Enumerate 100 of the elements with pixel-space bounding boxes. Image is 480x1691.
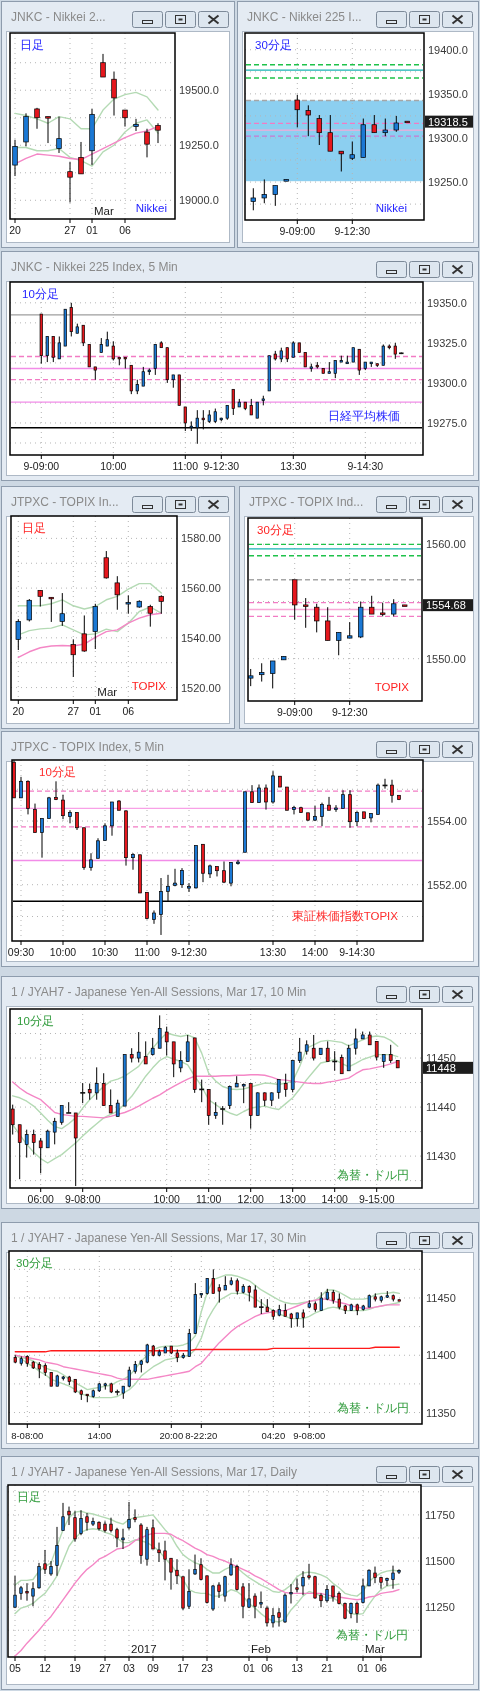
x-tick-label: 12	[39, 1662, 51, 1674]
x-tick-label: 8-22:20	[185, 1430, 218, 1441]
text: 30分足	[255, 39, 292, 51]
annotation: 日経平均株価	[328, 410, 400, 422]
chart-title: JNKC - Nikkei 225 Index, 5 Min	[11, 260, 178, 274]
candlestick	[101, 1072, 106, 1107]
candlestick	[325, 1040, 330, 1062]
chart-title: JNKC - Nikkei 225 I...	[247, 10, 362, 24]
candlestick	[223, 1575, 227, 1603]
candlestick	[388, 1044, 393, 1064]
candlestick	[217, 1581, 221, 1599]
candlestick	[319, 1592, 323, 1608]
x-tick-label: 01	[86, 224, 98, 236]
candlestick	[151, 1519, 155, 1550]
candlestick	[187, 1568, 191, 1610]
chart-title: JTPXC - TOPIX Ind...	[249, 495, 364, 509]
candlestick	[215, 866, 219, 877]
x-tick-label: 10:00	[49, 946, 77, 958]
annotation: Nikkei	[375, 202, 407, 214]
candlestick	[121, 1528, 125, 1550]
candlestick	[355, 1601, 359, 1624]
chart-title: 1 / JYAH7 - Japanese Yen-All Sessions, Mar 17, 10 Min	[11, 985, 307, 999]
x-tick-label: 9-14:30	[347, 460, 384, 472]
candlestick	[108, 1088, 113, 1114]
candlestick	[219, 1105, 226, 1126]
x-tick-label: 06	[261, 1662, 273, 1674]
x-tick-label: 06	[375, 1662, 387, 1674]
candlestick	[68, 809, 72, 824]
y-tick-label: 1540.00	[181, 631, 221, 644]
x-tick-label: 12:00	[237, 1193, 264, 1205]
candlestick	[103, 550, 109, 580]
annotation: Mar	[94, 205, 114, 217]
y-tick-label: 19275.0	[427, 416, 467, 429]
candlestick	[61, 1502, 65, 1532]
candlestick	[334, 804, 338, 813]
candlestick	[277, 1607, 281, 1628]
candlestick	[85, 1512, 89, 1532]
x-tick-label: 06:00	[27, 1193, 54, 1205]
x-tick-label: 11:00	[134, 946, 160, 958]
candlestick	[235, 1564, 239, 1592]
x-tick-label: 01	[357, 1662, 369, 1674]
candlestick	[87, 343, 91, 368]
candlestick	[24, 1129, 29, 1159]
text: 1554.68	[426, 599, 466, 612]
candlestick	[48, 596, 54, 623]
x-tick-label: 27	[99, 1662, 111, 1674]
line-series	[17, 582, 162, 610]
candlestick	[40, 818, 44, 859]
candlestick	[70, 638, 76, 678]
candlestick	[301, 1570, 305, 1596]
candlestick	[171, 1041, 176, 1078]
candlestick	[57, 335, 61, 360]
x-tick-label: 20	[9, 224, 21, 236]
candlestick	[283, 1073, 288, 1098]
annotation: 2017	[131, 1643, 157, 1655]
candlestick	[314, 603, 320, 633]
candlestick	[175, 1558, 179, 1585]
x-tick-label: 13:30	[280, 460, 307, 472]
candlestick	[253, 1592, 257, 1619]
candlestick	[94, 1066, 99, 1101]
candlestick	[325, 606, 331, 641]
candlestick	[158, 594, 164, 615]
candlestick	[100, 53, 106, 78]
candlestick	[391, 1565, 395, 1590]
candlestick	[193, 1554, 197, 1576]
candlestick	[19, 1585, 23, 1601]
y-tick-label: 1560.00	[426, 538, 466, 551]
y-tick-label: 1552.00	[427, 878, 467, 891]
y-tick-label: 11430	[426, 1150, 456, 1163]
x-tick-label: 13:00	[279, 1193, 306, 1205]
x-tick-label: 17	[177, 1662, 189, 1674]
chart-title: 1 / JYAH7 - Japanese Yen-All Sessions, Mar 17, 30 Min	[11, 1231, 307, 1245]
text: 10分足	[39, 766, 76, 778]
x-tick-label: 01	[89, 705, 102, 717]
y-tick-label: 1580.00	[181, 532, 221, 545]
x-tick-label: 13	[291, 1662, 303, 1674]
candlestick	[369, 595, 375, 615]
y-tick-label: 11500	[425, 1555, 455, 1568]
candlestick	[157, 1542, 161, 1563]
candlestick	[187, 1328, 191, 1357]
text: 日足	[22, 522, 46, 534]
candlestick	[338, 150, 344, 172]
candlestick	[31, 1581, 35, 1607]
annotation: 為替・ドル円	[336, 1629, 408, 1641]
candlestick	[361, 1578, 365, 1604]
candlestick	[52, 1117, 57, 1145]
candlestick	[289, 1583, 293, 1604]
y-tick-label: 19250.0	[428, 176, 468, 189]
candlestick	[250, 187, 256, 211]
candlestick	[45, 116, 51, 144]
x-tick-label: 9-08:00	[64, 1193, 101, 1205]
text: 30分足	[257, 524, 294, 536]
x-tick-label: 9-12:30	[203, 460, 240, 472]
candlestick	[336, 631, 342, 656]
x-tick-label: 9-12:30	[171, 946, 207, 958]
candlestick	[111, 71, 117, 117]
candlestick	[297, 1037, 302, 1064]
candlestick	[65, 1101, 72, 1114]
candlestick	[305, 104, 311, 137]
annotation: Feb	[251, 1643, 271, 1655]
